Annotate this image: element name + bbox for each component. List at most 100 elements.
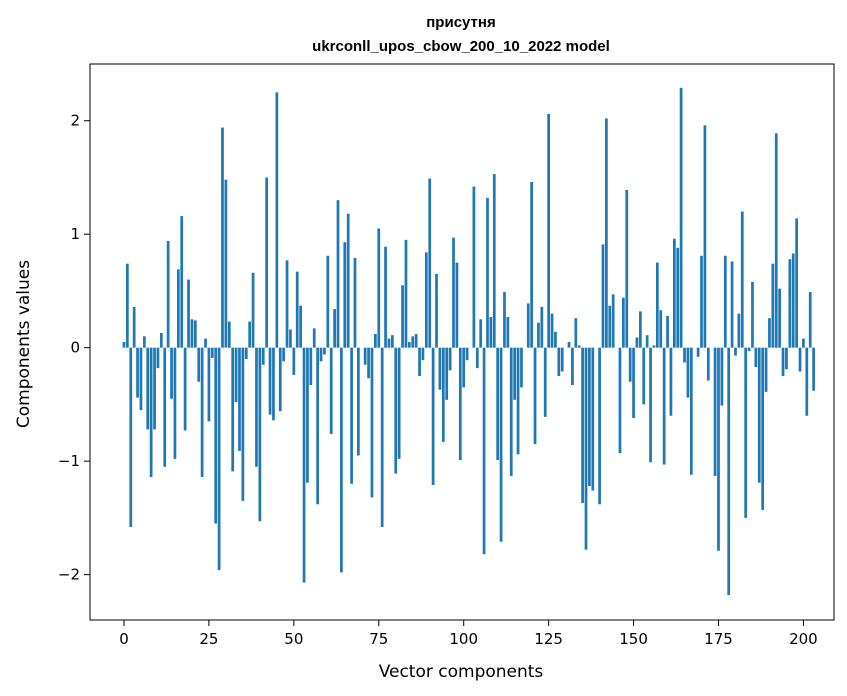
bar <box>540 306 544 348</box>
bar <box>557 347 561 377</box>
bar <box>122 342 126 348</box>
bar <box>448 347 452 371</box>
bar <box>659 310 663 348</box>
bar <box>363 347 367 365</box>
bar <box>316 347 319 505</box>
bar <box>581 347 584 504</box>
bar <box>462 347 466 388</box>
bar <box>465 347 469 361</box>
bar <box>720 347 724 406</box>
bar <box>411 336 415 348</box>
bar <box>571 347 574 386</box>
y-axis: −2 −1 0 1 2 <box>58 112 90 584</box>
bar <box>683 347 686 363</box>
bar <box>136 347 139 398</box>
bar <box>244 347 248 360</box>
bar <box>424 252 428 348</box>
bar <box>802 338 805 348</box>
bar <box>458 347 462 460</box>
bar <box>414 334 418 348</box>
x-tick-label: 150 <box>619 630 648 648</box>
bar <box>183 347 187 431</box>
bar <box>812 347 815 391</box>
bar <box>768 318 771 348</box>
bar <box>482 347 486 555</box>
bar <box>689 347 693 475</box>
bar <box>278 347 282 412</box>
bar <box>210 347 214 358</box>
x-tick-label: 75 <box>369 630 388 648</box>
bar <box>577 345 581 348</box>
bar <box>455 262 459 348</box>
bar <box>306 347 309 483</box>
bar <box>234 347 238 403</box>
bar <box>248 321 252 348</box>
bar <box>676 247 680 348</box>
x-tick-label: 0 <box>119 630 129 648</box>
bar <box>486 197 489 348</box>
bar <box>740 211 744 348</box>
bar <box>170 347 173 399</box>
bar <box>533 347 537 445</box>
bar <box>217 347 221 571</box>
bar <box>489 317 493 348</box>
bar <box>605 118 608 348</box>
bar <box>391 335 394 348</box>
bar <box>632 347 635 419</box>
bar <box>805 347 809 416</box>
bar <box>326 255 330 348</box>
bar <box>401 285 404 348</box>
bar <box>547 113 550 348</box>
bar <box>639 311 642 348</box>
bar <box>652 345 656 348</box>
bar <box>367 347 370 379</box>
x-axis: 0 25 50 75 100 125 150 175 200 <box>119 620 818 648</box>
bar <box>309 347 313 386</box>
x-tick-label: 50 <box>284 630 303 648</box>
bar <box>503 292 506 348</box>
bar <box>696 347 700 357</box>
bar <box>761 347 765 510</box>
bar <box>479 319 483 348</box>
bar <box>435 273 438 348</box>
x-tick-label: 25 <box>199 630 218 648</box>
bar <box>197 347 201 382</box>
x-tick-label: 100 <box>449 630 478 648</box>
bar <box>513 347 517 400</box>
bar <box>428 178 432 348</box>
bar <box>268 347 272 415</box>
bar <box>221 127 224 348</box>
bar <box>744 347 748 518</box>
bar <box>679 87 683 348</box>
bar <box>299 305 302 348</box>
bar <box>241 347 245 501</box>
bar <box>380 347 384 527</box>
bar <box>808 292 812 348</box>
bar <box>394 347 398 474</box>
bar <box>153 347 156 430</box>
bars-group <box>122 87 815 596</box>
bar <box>265 177 269 348</box>
y-tick-label: 2 <box>70 112 80 130</box>
bar <box>445 347 449 400</box>
bar <box>224 179 228 348</box>
bar <box>475 347 479 369</box>
bar <box>173 347 177 459</box>
bar <box>214 347 218 524</box>
bar <box>129 347 133 527</box>
bar <box>370 347 374 498</box>
bar <box>143 336 146 348</box>
bar <box>686 347 690 398</box>
bar <box>734 347 737 356</box>
bar <box>312 328 316 348</box>
bar <box>333 309 336 348</box>
bar <box>346 213 350 348</box>
bar <box>669 347 673 416</box>
bar <box>588 347 591 487</box>
bar <box>496 347 500 460</box>
bar <box>727 347 731 596</box>
bar <box>387 338 391 348</box>
bar <box>431 347 435 485</box>
bar <box>272 347 275 421</box>
bar <box>285 260 289 348</box>
